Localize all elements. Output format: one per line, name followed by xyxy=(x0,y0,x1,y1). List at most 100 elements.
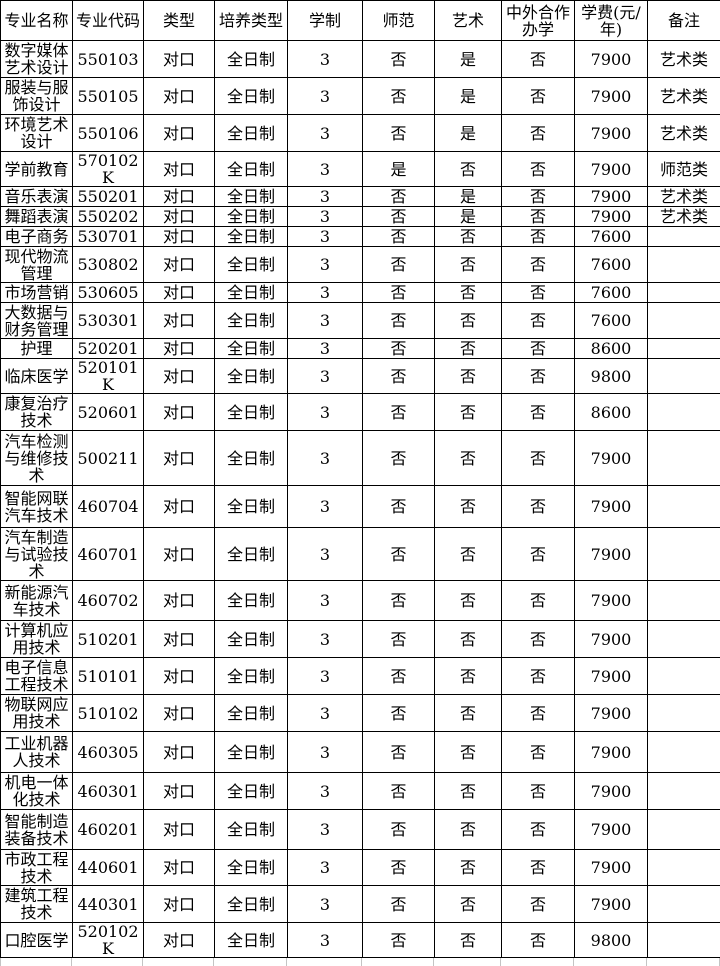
cell-training-type: 全日制 xyxy=(215,431,288,486)
cell-art: 是 xyxy=(435,207,502,227)
partial-cell xyxy=(501,958,574,966)
cell-duration: 3 xyxy=(288,227,363,247)
cell-duration: 3 xyxy=(288,850,363,886)
cell-tuition: 7900 xyxy=(575,621,648,658)
cell-major-name: 计算机应用技术 xyxy=(1,621,73,658)
partial-cell xyxy=(434,958,501,966)
cell-type: 对口 xyxy=(144,283,215,303)
cell-tuition: 7900 xyxy=(575,695,648,732)
cell-normal-edu: 否 xyxy=(363,41,435,78)
cell-training-type: 全日制 xyxy=(215,810,288,850)
cell-duration: 3 xyxy=(288,339,363,359)
cell-type: 对口 xyxy=(144,394,215,431)
cell-training-type: 全日制 xyxy=(215,923,288,958)
cell-remarks xyxy=(648,850,720,886)
cell-sino-foreign: 否 xyxy=(502,187,575,207)
cell-major-code: 440301 xyxy=(73,886,144,923)
cell-duration: 3 xyxy=(288,528,363,581)
cell-major-name: 建筑工程技术 xyxy=(1,886,73,923)
cell-sino-foreign: 否 xyxy=(502,227,575,247)
cell-duration: 3 xyxy=(288,581,363,621)
cell-major-code: 460305 xyxy=(73,732,144,773)
cell-remarks xyxy=(648,732,720,773)
cell-duration: 3 xyxy=(288,41,363,78)
cell-duration: 3 xyxy=(288,115,363,152)
cell-training-type: 全日制 xyxy=(215,621,288,658)
cell-tuition: 7900 xyxy=(575,773,648,810)
col-header-art: 艺术 xyxy=(435,1,502,41)
cell-remarks xyxy=(648,923,720,958)
cell-normal-edu: 否 xyxy=(363,115,435,152)
cell-tuition: 7900 xyxy=(575,78,648,115)
cell-art: 否 xyxy=(435,431,502,486)
cell-major-name: 智能制造装备技术 xyxy=(1,810,73,850)
cell-type: 对口 xyxy=(144,431,215,486)
cell-normal-edu: 否 xyxy=(363,810,435,850)
cell-sino-foreign: 否 xyxy=(502,923,575,958)
cell-major-name: 康复治疗技术 xyxy=(1,394,73,431)
cell-remarks xyxy=(648,621,720,658)
cell-remarks: 艺术类 xyxy=(648,78,720,115)
cell-remarks xyxy=(648,810,720,850)
cell-major-code: 530802 xyxy=(73,247,144,283)
cell-major-code: 520101K xyxy=(73,359,144,394)
cell-duration: 3 xyxy=(288,394,363,431)
cell-duration: 3 xyxy=(288,732,363,773)
cell-major-code: 530701 xyxy=(73,227,144,247)
partial-cell xyxy=(214,958,287,966)
cell-art: 否 xyxy=(435,695,502,732)
partial-cell xyxy=(0,958,72,966)
cell-normal-edu: 否 xyxy=(363,695,435,732)
cell-type: 对口 xyxy=(144,303,215,339)
cell-art: 否 xyxy=(435,359,502,394)
cell-normal-edu: 否 xyxy=(363,78,435,115)
cell-remarks: 艺术类 xyxy=(648,41,720,78)
cell-remarks xyxy=(648,247,720,283)
cell-normal-edu: 否 xyxy=(363,187,435,207)
cell-normal-edu: 否 xyxy=(363,283,435,303)
cell-type: 对口 xyxy=(144,810,215,850)
cell-duration: 3 xyxy=(288,773,363,810)
cell-normal-edu: 否 xyxy=(363,528,435,581)
cell-art: 否 xyxy=(435,810,502,850)
cell-sino-foreign: 否 xyxy=(502,658,575,695)
cell-remarks xyxy=(648,658,720,695)
cell-training-type: 全日制 xyxy=(215,152,288,187)
cell-type: 对口 xyxy=(144,923,215,958)
cell-training-type: 全日制 xyxy=(215,303,288,339)
cell-remarks: 艺术类 xyxy=(648,115,720,152)
cell-sino-foreign: 否 xyxy=(502,773,575,810)
cell-sino-foreign: 否 xyxy=(502,303,575,339)
cell-major-name: 口腔医学 xyxy=(1,923,73,958)
cell-major-code: 550105 xyxy=(73,78,144,115)
cell-major-code: 570102K xyxy=(73,152,144,187)
cell-art: 是 xyxy=(435,115,502,152)
partial-cell xyxy=(362,958,434,966)
cell-duration: 3 xyxy=(288,359,363,394)
cell-major-name: 机电一体化技术 xyxy=(1,773,73,810)
cell-normal-edu: 否 xyxy=(363,303,435,339)
cell-sino-foreign: 否 xyxy=(502,41,575,78)
cell-normal-edu: 否 xyxy=(363,394,435,431)
cell-major-code: 520102K xyxy=(73,923,144,958)
cell-remarks xyxy=(648,431,720,486)
cell-tuition: 9800 xyxy=(575,923,648,958)
cell-normal-edu: 否 xyxy=(363,247,435,283)
cell-remarks xyxy=(648,303,720,339)
cell-training-type: 全日制 xyxy=(215,658,288,695)
cell-sino-foreign: 否 xyxy=(502,394,575,431)
cell-tuition: 7900 xyxy=(575,431,648,486)
cell-art: 否 xyxy=(435,732,502,773)
cell-tuition: 7900 xyxy=(575,581,648,621)
